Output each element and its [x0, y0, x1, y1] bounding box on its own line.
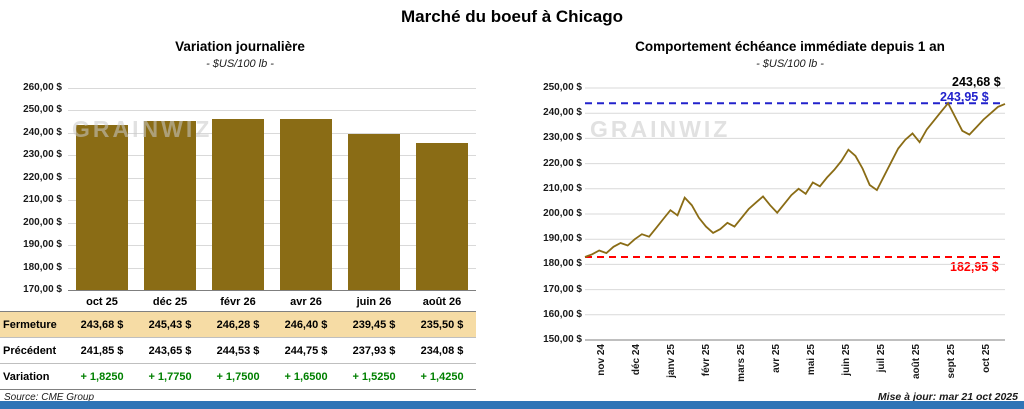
line-chart-subtitle: - $US/100 lb - — [756, 58, 824, 70]
line-y-tick-label: 170,00 $ — [543, 283, 582, 295]
value-cell: 235,50 $ — [420, 318, 464, 331]
line-y-tick-label: 150,00 $ — [543, 334, 582, 345]
row-label: Variation — [3, 370, 50, 383]
bar-y-tick-label: 180,00 $ — [23, 261, 62, 273]
x-axis-label-déc-24: déc 24 — [630, 344, 642, 376]
x-axis-label-janv-25: janv 25 — [665, 344, 677, 378]
bar-oct 25 — [76, 124, 128, 290]
bar-y-tick-label: 190,00 $ — [23, 239, 62, 251]
line-y-tick-label: 230,00 $ — [543, 132, 582, 144]
price-series-line — [584, 101, 1006, 258]
line-y-tick-label: 180,00 $ — [543, 258, 582, 270]
x-axis-label-mai-25: mai 25 — [805, 344, 817, 376]
bar-gridline — [68, 88, 476, 89]
line-y-tick-label: 190,00 $ — [543, 233, 582, 245]
x-axis-label-févr-25: févr 25 — [700, 344, 712, 377]
line-chart-title: Comportement échéance immédiate depuis 1… — [635, 39, 945, 54]
bar-y-tick-label: 220,00 $ — [23, 171, 62, 183]
x-axis-label-juin-25: juin 25 — [840, 344, 852, 376]
x-axis-label-juil-25: juil 25 — [875, 344, 887, 373]
row-label: Fermeture — [3, 318, 57, 331]
line-y-tick-label: 200,00 $ — [543, 208, 582, 219]
x-axis-label-nov-24: nov 24 — [595, 344, 607, 376]
x-axis-label-avr-25: avr 25 — [770, 344, 782, 373]
bar-y-tick-label: 260,00 $ — [23, 82, 62, 93]
value-cell: 243,65 $ — [148, 344, 192, 357]
x-axis-label-mars-25: mars 25 — [735, 344, 747, 382]
column-header: févr 26 — [220, 295, 256, 308]
bar-x-axis-line — [68, 290, 476, 291]
bar-déc 25 — [144, 120, 196, 290]
value-cell: 244,53 $ — [216, 344, 260, 357]
bar-gridline — [68, 110, 476, 112]
value-cell: 241,85 $ — [80, 344, 124, 357]
table-row-fermeture: Fermeture 243,68 $ 245,43 $ 246,28 $ 246,40 … — [0, 312, 476, 338]
watermark-left: GRAINWIZ — [72, 116, 213, 142]
low-price-label: 182,95 $ — [950, 260, 999, 274]
bar-gridline — [68, 132, 476, 134]
watermark-right: GRAINWIZ — [590, 116, 731, 142]
bar-gridline — [68, 245, 476, 247]
bar-y-tick-label: 230,00 $ — [23, 149, 62, 161]
value-cell: + 1,7750 — [148, 370, 192, 383]
high-price-label: 243,95 $ — [940, 90, 989, 104]
value-cell: 246,28 $ — [216, 318, 260, 331]
table-row-variation: Variation + 1,8250 + 1,7750 + 1,7500 + 1,650… — [0, 364, 476, 390]
bar-gridline — [68, 267, 476, 269]
updated-note: Mise à jour: mar 21 oct 2025 — [877, 391, 1018, 403]
value-cell: + 1,6500 — [284, 370, 328, 383]
line-y-tick-label: 240,00 $ — [543, 107, 582, 119]
bar-gridline — [68, 177, 476, 179]
bar-y-tick-label: 200,00 $ — [23, 216, 62, 228]
bar-gridline — [68, 222, 476, 224]
footer-bar — [0, 401, 1024, 409]
line-y-tick-label: 160,00 $ — [543, 308, 582, 320]
bar-avr 26 — [280, 118, 332, 290]
x-axis-label-sept-25: sept 25 — [945, 344, 957, 379]
bar-y-tick-label: 210,00 $ — [23, 194, 62, 206]
line-y-tick-label: 210,00 $ — [543, 182, 582, 194]
value-cell: 245,43 $ — [148, 318, 192, 331]
bar-juin 26 — [348, 134, 400, 290]
bar-gridline — [68, 155, 476, 157]
row-label: Précédent — [3, 344, 57, 357]
table-row-précédent: Précédent 241,85 $ 243,65 $ 244,53 $ 244,75 … — [0, 338, 476, 364]
column-header: août 26 — [422, 295, 462, 308]
value-cell: 237,93 $ — [352, 344, 396, 357]
bar-févr 26 — [212, 118, 264, 290]
source-note: Source: CME Group — [4, 392, 95, 403]
last-price-label: 243,68 $ — [952, 75, 1001, 89]
line-chart-plot — [584, 87, 1006, 341]
value-cell: 244,75 $ — [284, 344, 328, 357]
bar-chart-subtitle: - $US/100 lb - — [206, 58, 274, 70]
quotes-table: oct 25 déc 25 févr 26 avr 26 juin 26 août 26 F… — [0, 292, 476, 390]
value-cell: + 1,8250 — [80, 370, 124, 383]
column-header: juin 26 — [356, 295, 392, 308]
bar-y-tick-label: 250,00 $ — [23, 104, 62, 116]
bar-y-tick-label: 170,00 $ — [23, 284, 62, 295]
x-axis-label-août-25: août 25 — [910, 344, 922, 380]
value-cell: 246,40 $ — [284, 318, 328, 331]
value-cell: + 1,4250 — [420, 370, 464, 383]
line-y-tick-label: 220,00 $ — [543, 157, 582, 169]
value-cell: 234,08 $ — [420, 344, 464, 357]
bar-y-tick-label: 240,00 $ — [23, 126, 62, 138]
bar-gridline — [68, 200, 476, 202]
table-header-row: oct 25 déc 25 févr 26 avr 26 juin 26 août 26 — [0, 292, 476, 312]
bar-août 26 — [416, 143, 468, 290]
column-header: avr 26 — [290, 295, 322, 308]
page-title: Marché du boeuf à Chicago — [401, 7, 623, 26]
line-y-tick-label: 250,00 $ — [543, 82, 582, 93]
value-cell: + 1,5250 — [352, 370, 396, 383]
value-cell: 243,68 $ — [80, 318, 124, 331]
column-header: oct 25 — [86, 295, 118, 308]
column-header: déc 25 — [152, 295, 188, 308]
value-cell: + 1,7500 — [216, 370, 260, 383]
x-axis-label-oct-25: oct 25 — [980, 344, 992, 373]
value-cell: 239,45 $ — [352, 318, 396, 331]
bar-chart-title: Variation journalière — [175, 39, 305, 54]
